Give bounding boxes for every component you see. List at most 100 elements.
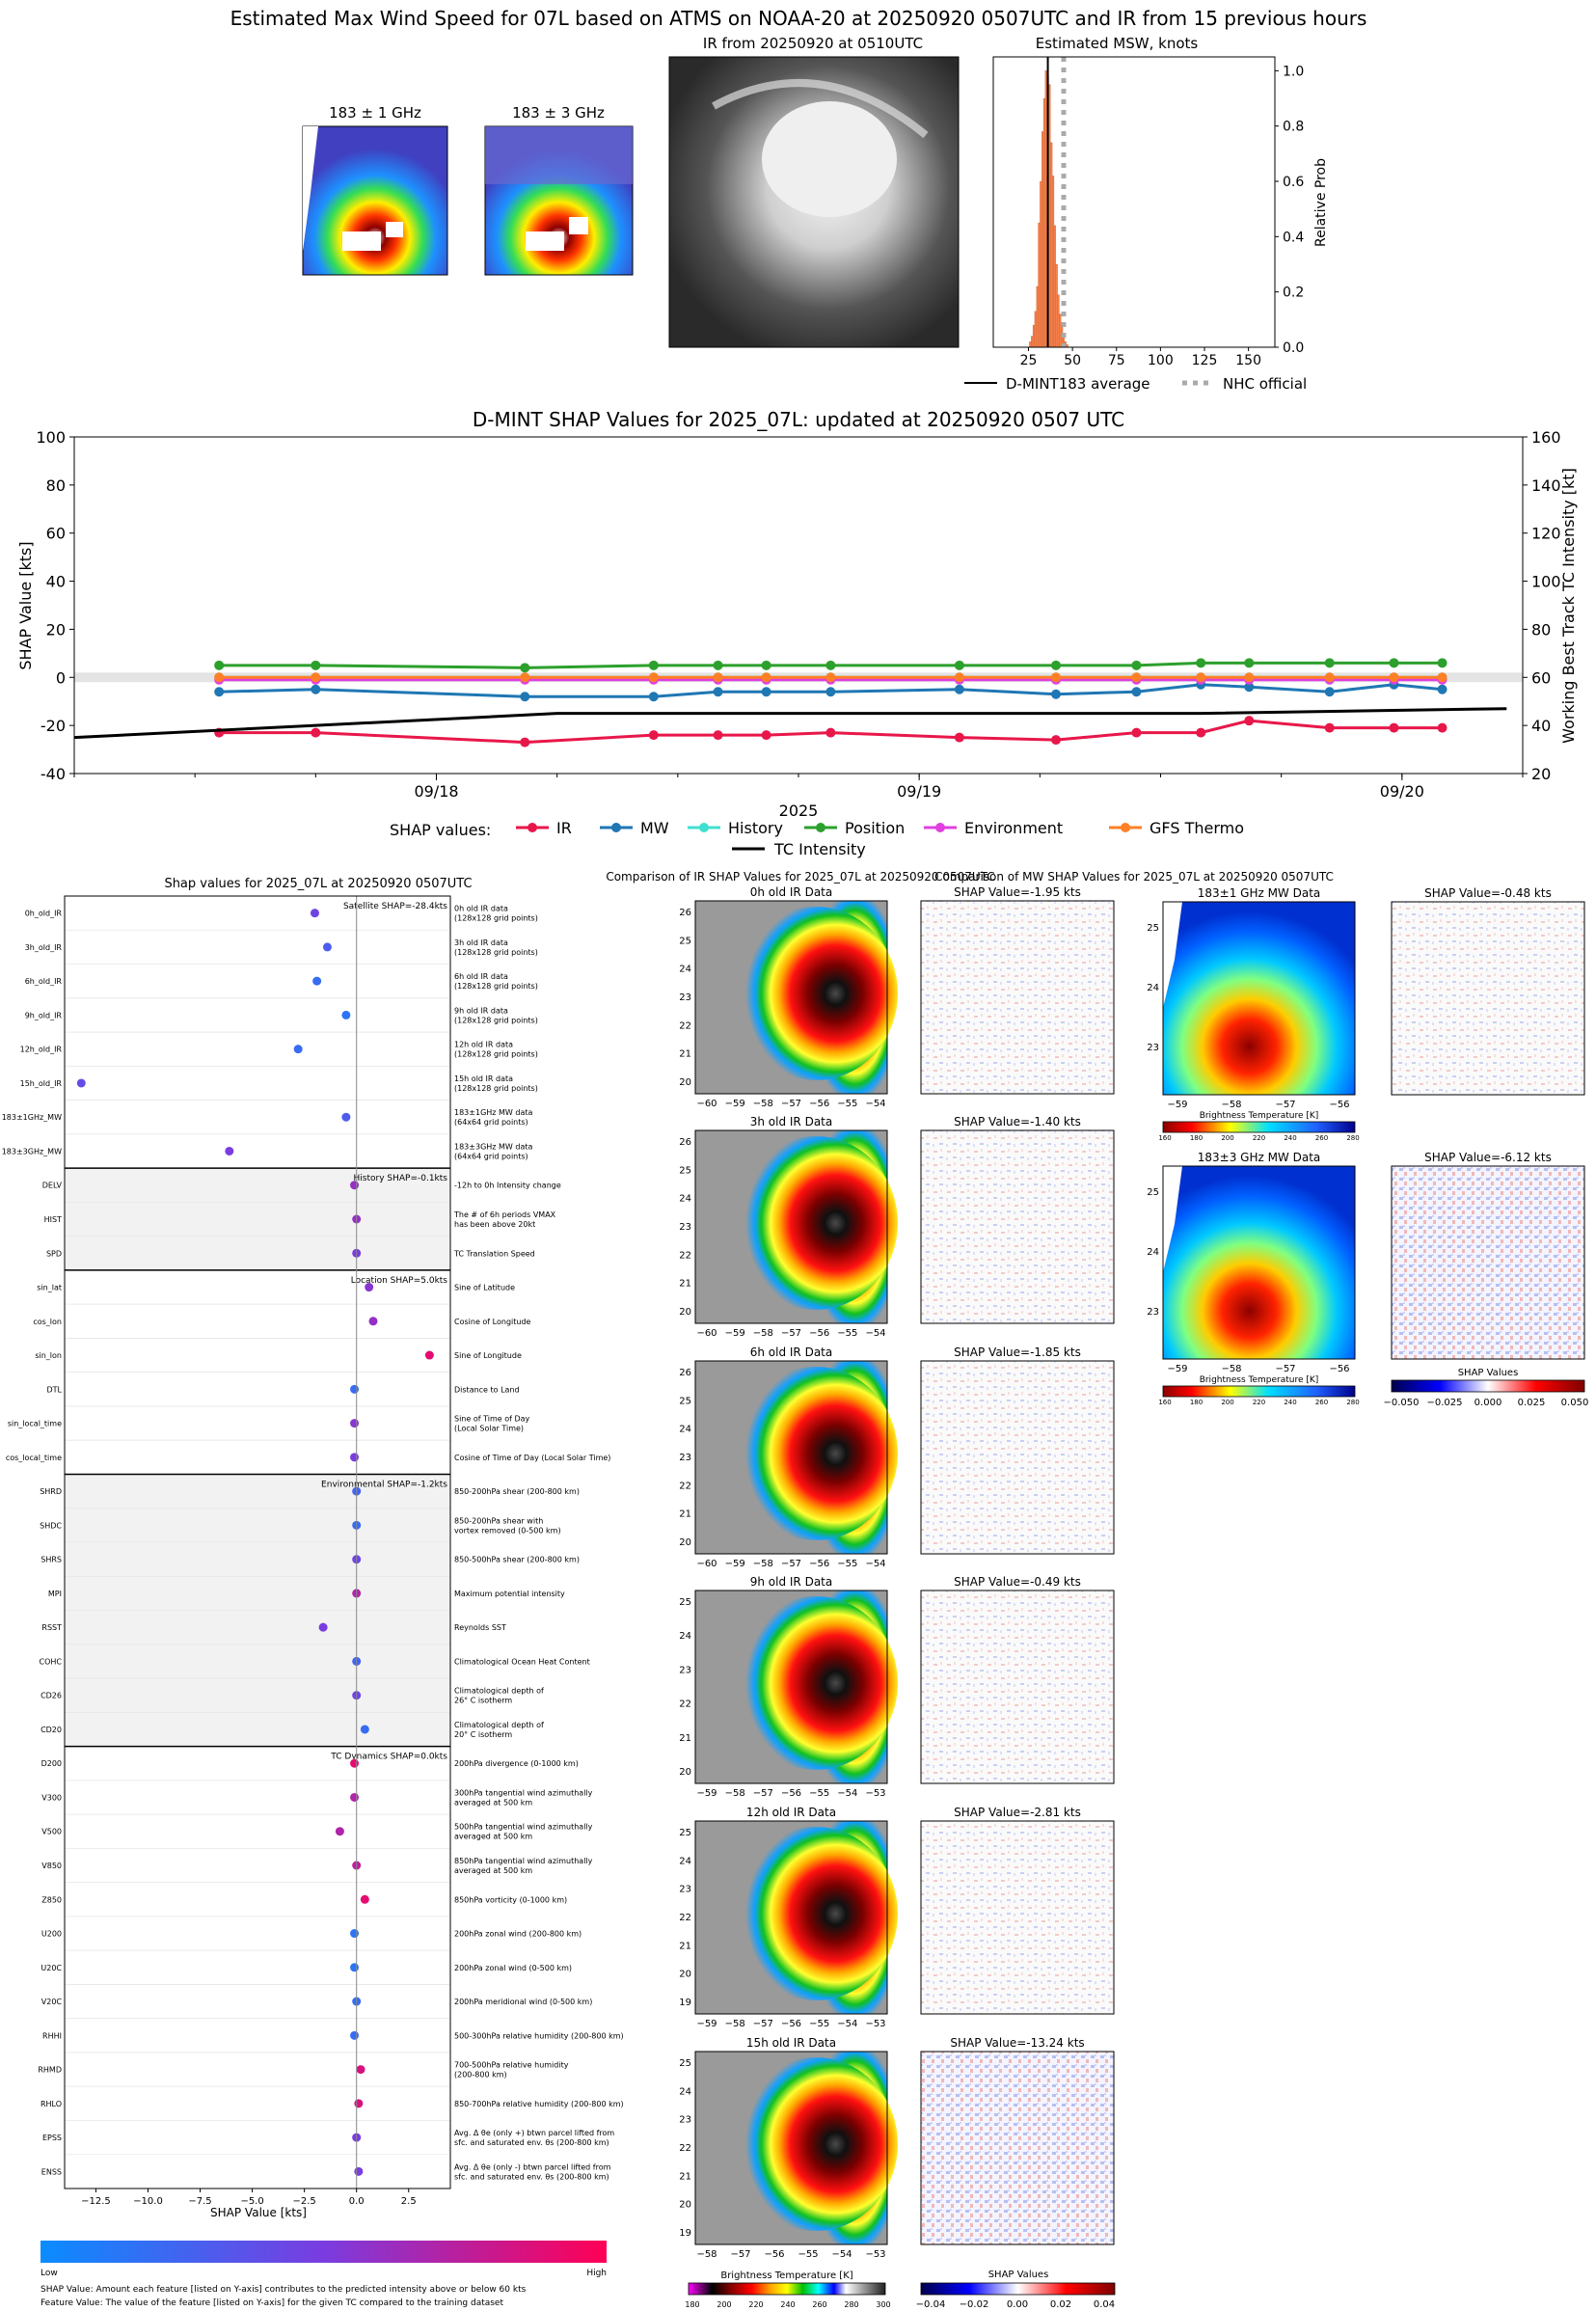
feature-dot <box>76 1078 86 1088</box>
series-point <box>1324 687 1335 697</box>
hist-xtick-label: 25 <box>1020 353 1038 368</box>
feature-dot <box>368 1317 378 1326</box>
feature-desc: (64x64 grid points) <box>454 1118 528 1127</box>
series-point <box>825 672 836 683</box>
mw1-label: 183 ± 1 GHz <box>329 104 421 122</box>
ir-xtick-label: −59 <box>725 1328 745 1339</box>
series-point <box>648 672 659 683</box>
ir-ytick-label: 21 <box>679 2171 691 2182</box>
mw-shap-cbar-tick: 0.025 <box>1518 1398 1546 1408</box>
legend-marker <box>816 823 825 832</box>
series-point <box>1389 672 1399 683</box>
ir-data-frame <box>694 1360 888 1555</box>
feature-name: D200 <box>41 1759 62 1768</box>
y2tick-label: 120 <box>1531 525 1561 543</box>
ir-compare-grid: 0h old IR Data 26 25 24 23 22 21 20 −60 −59 −58 −57… <box>679 885 1115 2260</box>
feature-desc: (128x128 grid points) <box>454 982 538 991</box>
ir-image <box>668 56 960 348</box>
shap-line-chart: -40 -20 0 20 40 60 80 100 20 40 60 80 100 120 140 160 09… <box>36 428 1560 801</box>
feature-name: RHLO <box>41 2100 62 2108</box>
series-point <box>1324 722 1335 733</box>
series-point <box>713 687 723 697</box>
feature-desc: 0h old IR data <box>454 905 508 913</box>
mw-ytick-label: 25 <box>1147 923 1159 934</box>
series-point <box>1051 672 1062 683</box>
mw-xtick-label: −59 <box>1167 1100 1187 1110</box>
ir-ytick-label: 24 <box>679 1425 691 1435</box>
hist-legend: D-MINT183 average NHC official <box>964 375 1307 393</box>
ir-shap-map <box>920 1820 1115 2015</box>
cbar-high: High <box>586 2269 607 2278</box>
mw-cbar-tick: 280 <box>1346 1134 1359 1142</box>
xtick-label: −2.5 <box>293 2196 316 2207</box>
mw-xtick-label: −57 <box>1275 1100 1295 1110</box>
hist-ylabel: Relative Prob <box>1313 158 1329 247</box>
hist-bar <box>1059 313 1062 348</box>
ir-xtick-label: −54 <box>865 1559 885 1569</box>
feature-desc: (128x128 grid points) <box>454 914 538 923</box>
legend-marker <box>699 823 709 832</box>
feature-dot <box>322 942 332 952</box>
mw3-image <box>484 125 634 276</box>
xtick-label: −7.5 <box>188 2196 211 2207</box>
legend-nhc-official: NHC official <box>1223 375 1307 393</box>
ir-xtick-label: −58 <box>725 1788 745 1799</box>
legend-label-tc-intensity: TC Intensity <box>773 840 866 858</box>
mw-cbar-tick: 280 <box>1346 1399 1359 1406</box>
feature-desc: 300hPa tangential wind azimuthally <box>454 1788 593 1797</box>
series-point <box>1437 684 1447 694</box>
feature-dot <box>365 1283 374 1292</box>
feature-desc: 850hPa tangential wind azimuthally <box>454 1857 593 1865</box>
series-point <box>761 660 771 670</box>
series-point <box>1131 672 1142 683</box>
series-point <box>520 737 530 748</box>
legend-label-ir: IR <box>556 819 572 837</box>
feature-dot <box>350 1419 360 1428</box>
mw-ytick-label: 24 <box>1147 983 1159 993</box>
hist-bar <box>1057 294 1060 348</box>
series-point <box>520 692 530 702</box>
feature-name: SPD <box>46 1249 62 1258</box>
legend-prefix: SHAP values: <box>390 821 491 839</box>
mw-ytick-label: 25 <box>1147 1187 1159 1198</box>
ir-ytick-label: 24 <box>679 1856 691 1866</box>
ir-shap-title: SHAP Value=-1.40 kts <box>954 1115 1081 1128</box>
series-point <box>648 730 659 741</box>
feature-desc: 15h old IR data <box>454 1074 513 1083</box>
feature-desc: 850-700hPa relative humidity (200-800 km… <box>454 2100 624 2108</box>
ir-ytick-label: 21 <box>679 1049 691 1060</box>
msw-histogram: 25 50 75 100 125 150 0.0 0.2 0.4 0.6 0.8 1.0 <box>992 56 1304 368</box>
series-point <box>1196 658 1206 668</box>
ir-xtick-label: −54 <box>865 1099 885 1109</box>
ir-ytick-label: 20 <box>679 1077 691 1088</box>
ir-xtick-label: −56 <box>809 1099 829 1109</box>
feature-name: COHC <box>40 1657 63 1666</box>
mw-shap-title: SHAP Value=-0.48 kts <box>1424 886 1552 900</box>
date-tick-label: 09/20 <box>1380 782 1424 801</box>
feature-name: V500 <box>41 1828 62 1836</box>
mw-xtick-label: −57 <box>1275 1364 1295 1374</box>
feature-desc: (128x128 grid points) <box>454 1084 538 1093</box>
feature-name: RHMD <box>38 2066 62 2075</box>
ir-shap-title: SHAP Value=-0.49 kts <box>954 1575 1081 1589</box>
ir-ytick-label: 25 <box>679 1597 691 1608</box>
hist-bar <box>1032 324 1036 348</box>
feature-desc: (128x128 grid points) <box>454 1050 538 1059</box>
y2tick-label: 80 <box>1531 620 1551 639</box>
ir-data-title: 12h old IR Data <box>746 1806 836 1819</box>
feature-desc: Sine of Latitude <box>454 1284 515 1292</box>
ir-ytick-label: 21 <box>679 1279 691 1290</box>
ir-ytick-label: 19 <box>679 2228 691 2239</box>
ir-ytick-label: 25 <box>679 936 691 946</box>
ir-xtick-label: −54 <box>831 2249 852 2260</box>
feature-desc: 183±3GHz MW data <box>454 1142 532 1151</box>
ir-compare-title: Comparison of IR SHAP Values for 2025_07… <box>606 870 994 884</box>
hist-bar <box>1051 176 1055 348</box>
feature-xlabel: SHAP Value [kts] <box>210 2206 307 2219</box>
mw-shap-cbar-label: SHAP Values <box>1458 1368 1519 1378</box>
ir-xtick-label: −55 <box>837 1328 857 1339</box>
ir-data-storm <box>734 1596 898 1770</box>
mw-cbar-tick: 220 <box>1253 1399 1265 1406</box>
ir-data-title: 3h old IR Data <box>750 1115 833 1128</box>
feature-name: RHHI <box>42 2031 62 2040</box>
